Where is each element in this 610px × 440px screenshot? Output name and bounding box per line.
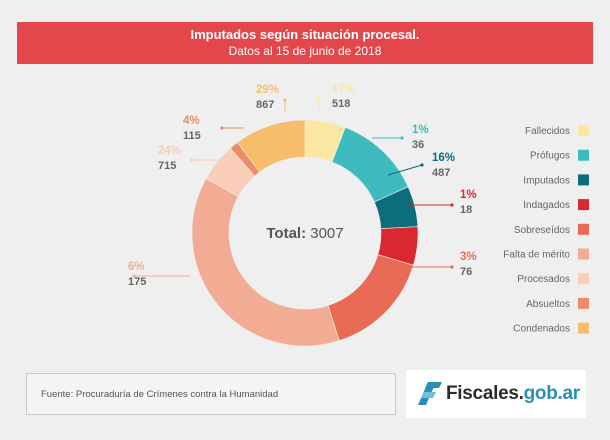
percent-label-indagados: 1% — [460, 189, 477, 201]
leader-dot-falta-de-mérito — [132, 274, 136, 278]
percent-label-imputados: 16% — [432, 152, 455, 164]
legend-swatch-sobreseídos — [578, 223, 589, 235]
slice-prófugos — [331, 127, 409, 203]
leader-dot-fallecidos — [316, 96, 320, 100]
legend-swatch-indagados — [578, 199, 589, 211]
leader-dot-prófugos — [400, 136, 404, 140]
slice-falta-de-mérito — [191, 178, 340, 347]
legend-label-falta-de-mérito: Falta de mérito — [503, 250, 570, 261]
legend-label-fallecidos: Fallecidos — [525, 126, 570, 137]
legend-label-prófugos: Prófugos — [530, 151, 570, 162]
total-label: Total: 3007 — [266, 225, 343, 242]
chart-subtitle: Datos al 15 de junio de 2018 — [228, 44, 382, 58]
leader-fallecidos — [317, 97, 321, 111]
value-label-procesados: 715 — [158, 160, 176, 172]
percent-label-condenados: 29% — [256, 84, 279, 96]
percent-label-falta-de-mérito: 6% — [128, 261, 145, 273]
value-label-imputados: 487 — [432, 167, 450, 179]
legend-label-condenados: Condenados — [513, 324, 570, 335]
legend-swatch-falta-de-mérito — [578, 248, 589, 260]
percent-label-procesados: 24% — [158, 145, 181, 157]
slice-condenados — [237, 119, 306, 173]
leader-dot-condenados — [283, 98, 287, 102]
leader-imputados — [387, 164, 423, 176]
legend-swatch-imputados — [578, 174, 589, 186]
chart-title: Imputados según situación procesal. — [190, 27, 420, 42]
source-box: Fuente: Procuraduría de Crímenes contra … — [26, 373, 396, 415]
percent-label-fallecidos: 17% — [332, 83, 355, 95]
value-label-condenados: 867 — [256, 99, 274, 111]
legend-label-imputados: Imputados — [523, 175, 570, 186]
value-label-sobreseídos: 76 — [460, 266, 472, 278]
legend-label-sobreseídos: Sobreseídos — [514, 225, 570, 236]
legend-swatch-procesados — [578, 273, 589, 285]
legend-swatch-fallecidos — [578, 125, 589, 136]
logo: Fiscales.gob.ar — [406, 370, 586, 418]
legend-swatch-condenados — [578, 322, 589, 334]
leader-dot-indagados — [450, 203, 454, 207]
percent-label-absueltos: 4% — [183, 115, 200, 127]
leader-dot-procesados — [190, 158, 194, 162]
value-label-absueltos: 115 — [183, 130, 201, 142]
title-banner: Imputados según situación procesal. Dato… — [17, 22, 593, 64]
legend-swatch-prófugos — [578, 149, 589, 161]
legend-swatch-absueltos — [578, 297, 589, 309]
legend-label-procesados: Procesados — [517, 274, 570, 285]
percent-label-prófugos: 1% — [412, 124, 429, 136]
source-text: Fuente: Procuraduría de Crímenes contra … — [41, 389, 279, 400]
value-label-fallecidos: 518 — [332, 98, 350, 110]
legend-label-indagados: Indagados — [523, 200, 570, 211]
value-label-falta-de-mérito: 175 — [128, 276, 146, 288]
leader-dot-absueltos — [220, 126, 224, 130]
leader-dot-sobreseídos — [450, 265, 454, 269]
total-caption: Total: — [266, 225, 310, 242]
slice-sobreseídos — [327, 254, 414, 342]
fiscales-logo-icon — [418, 382, 442, 405]
value-label-prófugos: 36 — [412, 139, 424, 151]
logo-text: Fiscales.gob.ar — [446, 383, 580, 404]
total-value: 3007 — [310, 225, 343, 242]
leader-dot-imputados — [420, 163, 424, 167]
value-label-indagados: 18 — [460, 204, 472, 216]
legend-label-absueltos: Absueltos — [526, 299, 570, 310]
percent-label-sobreseídos: 3% — [460, 251, 477, 263]
